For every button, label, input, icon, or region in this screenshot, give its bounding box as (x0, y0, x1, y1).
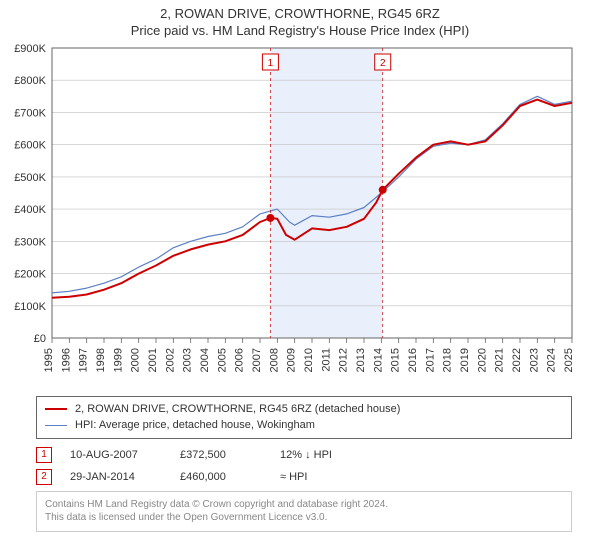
svg-text:1996: 1996 (60, 348, 72, 372)
svg-text:2020: 2020 (476, 348, 488, 372)
legend-row-property: 2, ROWAN DRIVE, CROWTHORNE, RG45 6RZ (de… (45, 401, 563, 418)
svg-text:£500K: £500K (14, 172, 46, 184)
svg-text:2010: 2010 (303, 348, 315, 372)
svg-text:£200K: £200K (14, 268, 46, 280)
svg-text:2005: 2005 (216, 348, 228, 372)
footer-line-1: Contains HM Land Registry data © Crown c… (45, 498, 563, 512)
svg-text:2018: 2018 (442, 348, 454, 372)
svg-text:1997: 1997 (78, 348, 90, 372)
svg-text:2023: 2023 (528, 348, 540, 372)
markers-block: 1 10-AUG-2007 £372,500 12% ↓ HPI 2 29-JA… (36, 447, 572, 485)
svg-text:2: 2 (380, 58, 386, 69)
svg-text:2004: 2004 (199, 348, 211, 372)
legend-swatch-hpi (45, 425, 67, 426)
svg-text:1999: 1999 (112, 348, 124, 372)
svg-text:2017: 2017 (424, 348, 436, 372)
svg-text:£400K: £400K (14, 204, 46, 216)
marker-price-2: £460,000 (180, 471, 280, 483)
title-line1: 2, ROWAN DRIVE, CROWTHORNE, RG45 6RZ (0, 6, 600, 23)
svg-text:2012: 2012 (338, 348, 350, 372)
marker-delta-2: ≈ HPI (280, 471, 390, 483)
chart-area: £0 £100K £200K £300K £400K £500K £600K £700K £80… (0, 40, 600, 390)
svg-text:2007: 2007 (251, 348, 263, 372)
svg-text:2016: 2016 (407, 348, 419, 372)
svg-text:2025: 2025 (563, 348, 575, 372)
svg-text:£300K: £300K (14, 236, 46, 248)
svg-text:2002: 2002 (164, 348, 176, 372)
svg-text:£900K: £900K (14, 43, 46, 55)
marker-delta-1: 12% ↓ HPI (280, 449, 390, 461)
svg-text:1998: 1998 (95, 348, 107, 372)
marker-date-2: 29-JAN-2014 (70, 471, 180, 483)
legend-label-property: 2, ROWAN DRIVE, CROWTHORNE, RG45 6RZ (de… (75, 401, 400, 418)
marker-num-2: 2 (41, 471, 47, 482)
marker-price-1: £372,500 (180, 449, 280, 461)
svg-text:2008: 2008 (268, 348, 280, 372)
svg-text:2011: 2011 (320, 348, 332, 372)
footer-box: Contains HM Land Registry data © Crown c… (36, 491, 572, 532)
svg-text:2019: 2019 (459, 348, 471, 372)
marker-date-1: 10-AUG-2007 (70, 449, 180, 461)
svg-text:1995: 1995 (43, 348, 55, 372)
svg-text:2015: 2015 (390, 348, 402, 372)
svg-text:2006: 2006 (234, 348, 246, 372)
footer-line-2: This data is licensed under the Open Gov… (45, 511, 563, 525)
svg-text:2009: 2009 (286, 348, 298, 372)
legend-row-hpi: HPI: Average price, detached house, Woki… (45, 417, 563, 434)
svg-text:2014: 2014 (372, 348, 384, 372)
svg-text:2021: 2021 (494, 348, 506, 372)
svg-text:2000: 2000 (130, 348, 142, 372)
svg-text:£700K: £700K (14, 107, 46, 119)
marker-badge-1: 1 (36, 447, 52, 463)
legend-label-hpi: HPI: Average price, detached house, Woki… (75, 417, 315, 434)
marker-badge-2: 2 (36, 469, 52, 485)
svg-text:£800K: £800K (14, 75, 46, 87)
svg-text:2001: 2001 (147, 348, 159, 372)
svg-text:2003: 2003 (182, 348, 194, 372)
svg-text:2013: 2013 (355, 348, 367, 372)
title-block: 2, ROWAN DRIVE, CROWTHORNE, RG45 6RZ Pri… (0, 0, 600, 40)
legend-box: 2, ROWAN DRIVE, CROWTHORNE, RG45 6RZ (de… (36, 396, 572, 439)
legend-swatch-property (45, 408, 67, 410)
svg-text:2024: 2024 (546, 348, 558, 372)
svg-text:£0: £0 (34, 333, 46, 345)
svg-text:1: 1 (268, 58, 274, 69)
svg-text:£600K: £600K (14, 139, 46, 151)
svg-text:£100K: £100K (14, 301, 46, 313)
marker-row-1: 1 10-AUG-2007 £372,500 12% ↓ HPI (36, 447, 572, 463)
title-line2: Price paid vs. HM Land Registry's House … (0, 23, 600, 40)
marker-row-2: 2 29-JAN-2014 £460,000 ≈ HPI (36, 469, 572, 485)
marker-num-1: 1 (41, 449, 47, 460)
chart-svg: £0 £100K £200K £300K £400K £500K £600K £700K £80… (0, 40, 600, 390)
chart-container: 2, ROWAN DRIVE, CROWTHORNE, RG45 6RZ Pri… (0, 0, 600, 560)
svg-text:2022: 2022 (511, 348, 523, 372)
